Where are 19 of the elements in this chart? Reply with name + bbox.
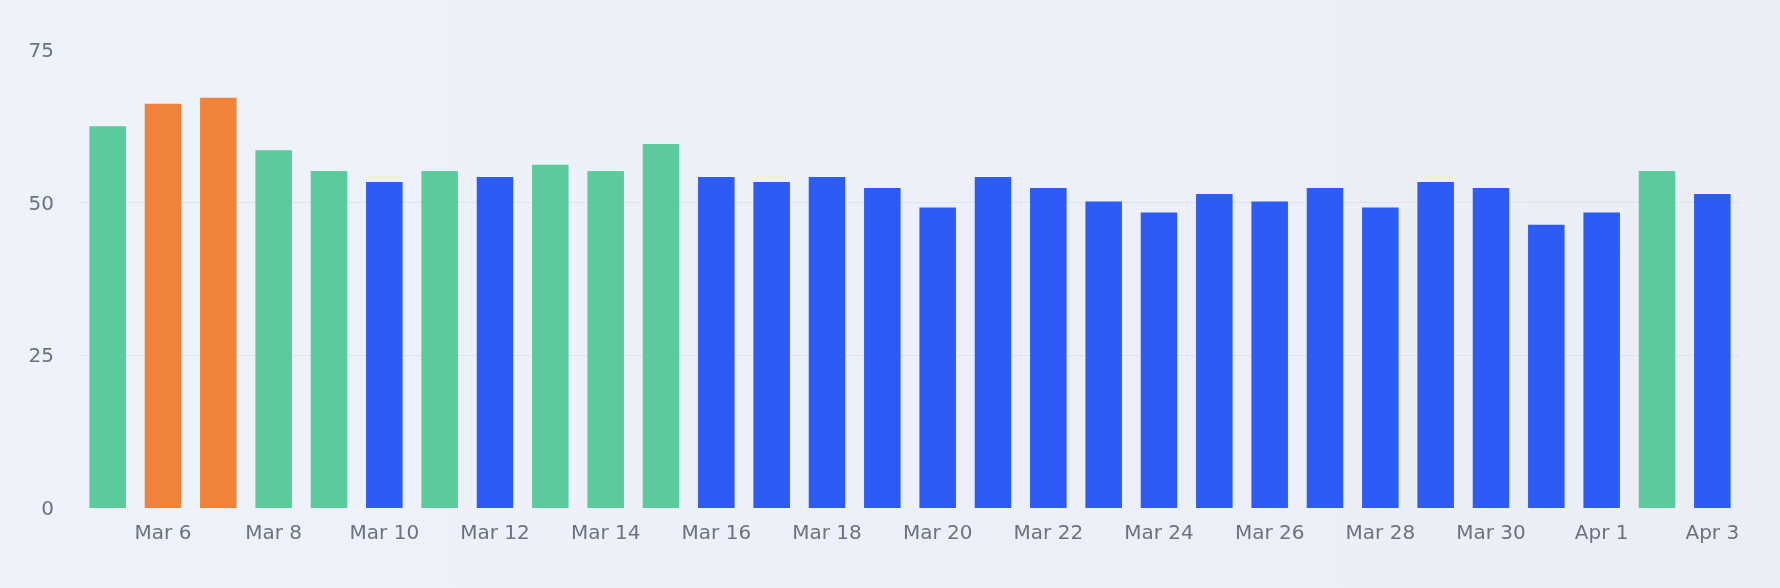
x-tick-label: Mar 12 [460, 520, 530, 544]
x-tick-label: Mar 18 [792, 520, 862, 544]
x-tick-label: Mar 16 [681, 520, 752, 544]
y-tick-label: 25 [28, 343, 54, 368]
x-tick-label: Mar 26 [1234, 520, 1305, 544]
x-tick-label: Mar 6 [134, 520, 192, 544]
x-tick-label: Mar 14 [570, 520, 641, 544]
y-tick-label: 75 [28, 38, 54, 62]
y-tick-label: 50 [28, 190, 54, 215]
x-tick-label: Mar 24 [1124, 520, 1194, 544]
x-tick-label: Apr 3 [1685, 520, 1740, 544]
y-tick-label: 0 [41, 496, 54, 520]
x-tick-label: Mar 28 [1345, 520, 1416, 544]
x-tick-label: Apr 1 [1574, 520, 1629, 544]
x-tick-label: Mar 10 [349, 520, 420, 544]
x-tick-label: Mar 22 [1013, 520, 1084, 544]
x-tick-label: Mar 20 [902, 520, 973, 544]
x-tick-label: Mar 30 [1456, 520, 1526, 544]
x-tick-label: Mar 8 [245, 520, 303, 544]
